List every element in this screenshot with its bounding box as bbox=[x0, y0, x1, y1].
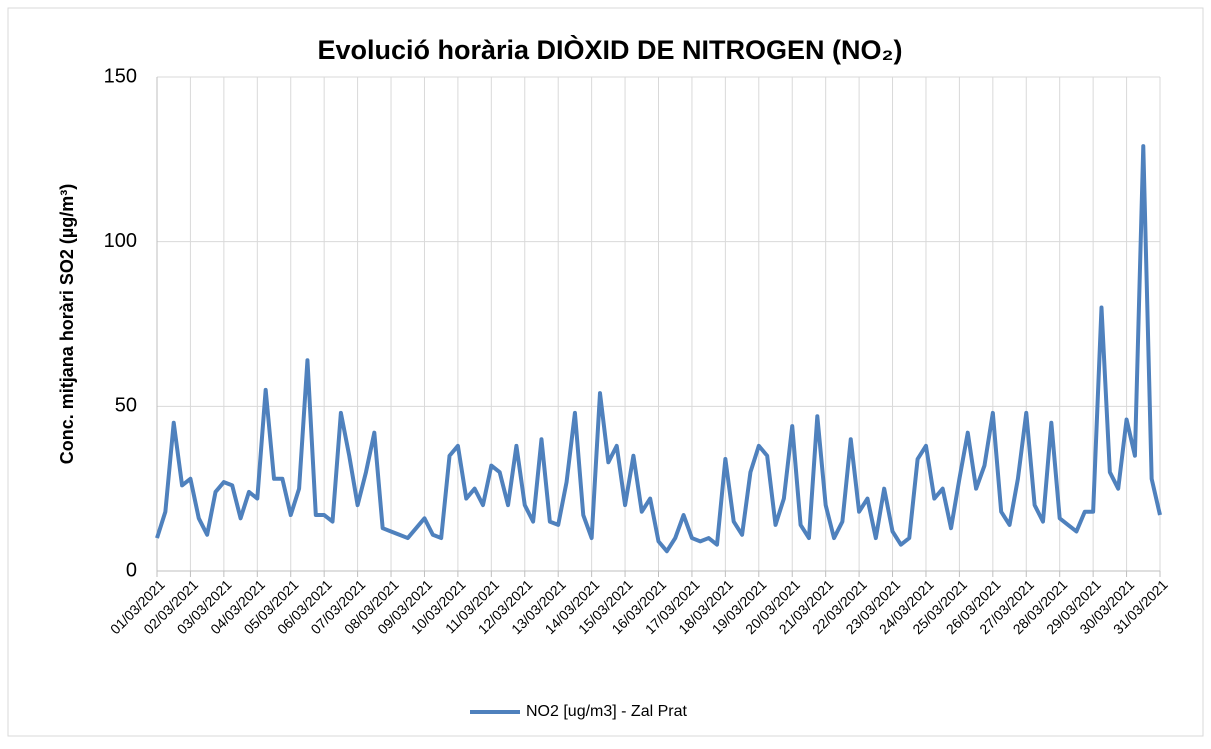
legend-label: NO2 [ug/m3] - Zal Prat bbox=[526, 703, 687, 720]
y-tick-label: 50 bbox=[115, 395, 137, 417]
y-tick-label: 150 bbox=[104, 65, 137, 87]
data-line bbox=[155, 144, 1162, 554]
y-tick-label: 0 bbox=[126, 559, 137, 581]
chart-title: Evolució horària DIÒXID DE NITROGEN (NO₂… bbox=[317, 34, 902, 65]
y-axis-label: Conc. mitjana horàri SO2 (µg/m³) bbox=[57, 184, 77, 464]
chart-border bbox=[7, 7, 1204, 737]
y-tick-label: 100 bbox=[104, 230, 137, 252]
